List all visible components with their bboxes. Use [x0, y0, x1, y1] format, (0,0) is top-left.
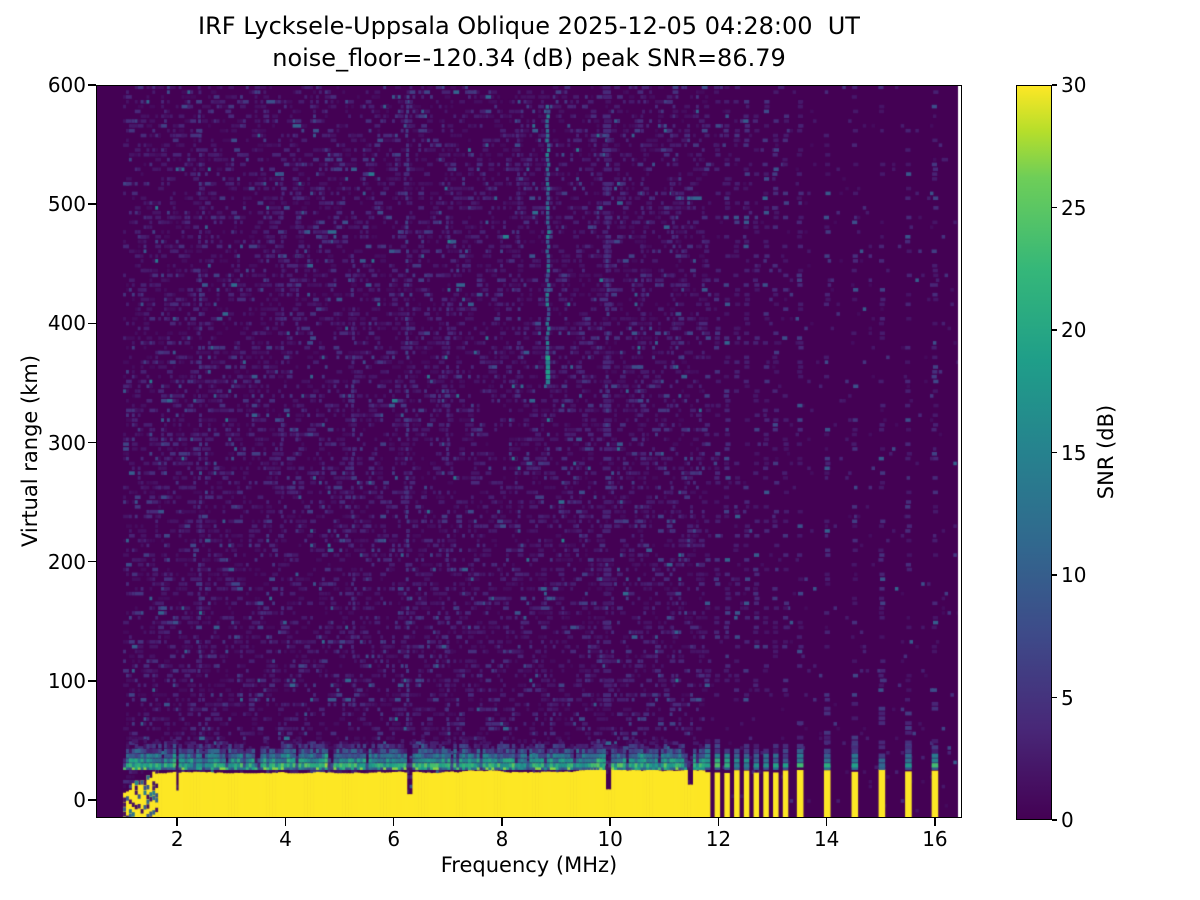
- x-tick-mark: [934, 818, 936, 826]
- x-tick-mark: [825, 818, 828, 826]
- x-tick-label: 14: [813, 827, 840, 851]
- x-tick-label: 6: [387, 827, 401, 851]
- y-tick-mark: [88, 680, 96, 682]
- colorbar-tick-label: 25: [1061, 195, 1087, 220]
- colorbar-tick-label: 20: [1061, 318, 1087, 342]
- colorbar-tick-mark: [1052, 451, 1057, 454]
- x-tick-label: 4: [279, 827, 292, 851]
- colorbar: [1016, 85, 1052, 820]
- x-tick-label: 12: [705, 827, 732, 851]
- y-tick-label: 300: [47, 430, 86, 455]
- y-tick-mark: [88, 560, 96, 563]
- colorbar-tick-mark: [1052, 84, 1057, 86]
- x-tick-mark: [501, 818, 503, 826]
- colorbar-tick-label: 5: [1061, 685, 1074, 710]
- ionogram-heatmap-canvas: [96, 85, 962, 818]
- y-tick-label: 500: [47, 192, 86, 217]
- x-tick-mark: [284, 818, 287, 826]
- y-tick-label: 200: [47, 549, 86, 574]
- chart-title: IRF Lycksele-Uppsala Oblique 2025-12-05 …: [198, 12, 860, 40]
- x-axis-label: Frequency (MHz): [440, 853, 618, 877]
- y-tick-mark: [88, 203, 96, 205]
- x-tick-mark: [176, 818, 178, 826]
- x-tick-label: 2: [170, 827, 184, 851]
- y-tick-mark: [88, 322, 96, 325]
- x-tick-label: 16: [922, 827, 948, 851]
- colorbar-label: SNR (dB): [1094, 404, 1118, 500]
- y-tick-label: 0: [73, 788, 86, 813]
- y-tick-mark: [88, 84, 96, 86]
- y-tick-mark: [88, 441, 96, 444]
- x-tick-label: 8: [495, 827, 509, 851]
- x-tick-mark: [609, 818, 611, 826]
- colorbar-tick-mark: [1052, 819, 1057, 821]
- colorbar-tick-mark: [1052, 574, 1057, 576]
- x-tick-mark: [717, 818, 720, 826]
- x-tick-mark: [392, 818, 395, 826]
- colorbar-tick-mark: [1052, 696, 1057, 699]
- y-tick-mark: [88, 799, 96, 801]
- x-tick-label: 10: [597, 827, 623, 851]
- chart-subtitle: noise_floor=-120.34 (dB) peak SNR=86.79: [272, 44, 786, 72]
- colorbar-tick-label: 0: [1061, 808, 1074, 832]
- colorbar-tick-label: 15: [1061, 440, 1087, 465]
- y-tick-label: 600: [47, 73, 86, 97]
- colorbar-tick-label: 30: [1061, 73, 1087, 97]
- colorbar-tick-label: 10: [1061, 563, 1087, 587]
- colorbar-tick-mark: [1052, 206, 1057, 209]
- y-tick-label: 100: [47, 668, 86, 693]
- colorbar-tick-mark: [1052, 329, 1057, 331]
- y-tick-label: 400: [47, 311, 86, 336]
